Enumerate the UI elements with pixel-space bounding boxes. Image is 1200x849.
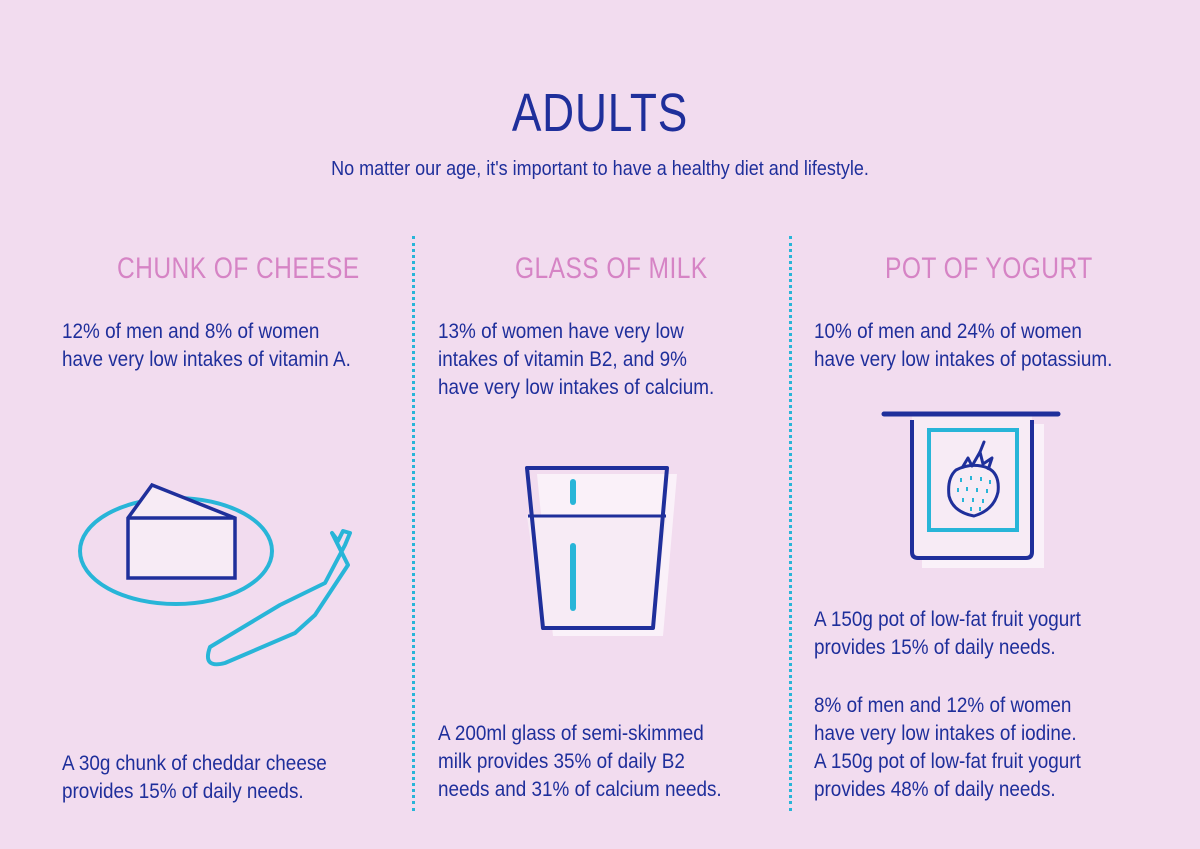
fact-text-milk: 13% of women have very low intakes of vi…	[438, 318, 714, 402]
provides-line: A 150g pot of low-fat fruit yogurt	[814, 608, 1081, 631]
fact-line: intakes of vitamin B2, and 9%	[438, 348, 687, 371]
provides-line: provides 15% of daily needs.	[814, 636, 1056, 659]
milk-glass-icon	[525, 466, 677, 636]
provides-line: milk provides 35% of daily B2	[438, 750, 685, 773]
fact-line: have very low intakes of potassium.	[814, 348, 1113, 371]
fact-text-cheese: 12% of men and 8% of women have very low…	[62, 318, 351, 374]
provides-line: A 200ml glass of semi-skimmed	[438, 722, 704, 745]
extra-line: 8% of men and 12% of women	[814, 694, 1072, 717]
fact-line: have very low intakes of calcium.	[438, 376, 715, 399]
fact-line: 12% of men and 8% of women	[62, 320, 320, 343]
provides-text-milk: A 200ml glass of semi-skimmed milk provi…	[438, 720, 722, 804]
provides-text-cheese: A 30g chunk of cheddar cheese provides 1…	[62, 750, 327, 806]
extra-line: A 150g pot of low-fat fruit yogurt	[814, 750, 1081, 773]
column-title-cheese: CHUNK OF CHEESE	[117, 252, 360, 285]
provides-line: needs and 31% of calcium needs.	[438, 778, 722, 801]
page-title: ADULTS	[511, 83, 689, 143]
extra-line: have very low intakes of iodine.	[814, 722, 1077, 745]
cheese-icon	[78, 482, 352, 667]
fact-text-yogurt: 10% of men and 24% of women have very lo…	[814, 318, 1112, 374]
column-title-yogurt: POT OF YOGURT	[885, 252, 1093, 285]
strawberry-icon	[947, 440, 1000, 518]
column-title-milk: GLASS OF MILK	[515, 252, 708, 285]
extra-text-yogurt: 8% of men and 12% of women have very low…	[814, 692, 1081, 804]
yogurt-pot-icon	[881, 411, 1061, 568]
provides-text-yogurt: A 150g pot of low-fat fruit yogurt provi…	[814, 606, 1081, 662]
fact-line: have very low intakes of vitamin A.	[62, 348, 351, 371]
extra-line: provides 48% of daily needs.	[814, 778, 1056, 801]
column-divider-left	[412, 236, 415, 811]
column-divider-right	[789, 236, 792, 811]
provides-line: provides 15% of daily needs.	[62, 780, 304, 803]
page-subtitle: No matter our age, it's important to hav…	[331, 158, 869, 180]
fact-line: 13% of women have very low	[438, 320, 684, 343]
provides-line: A 30g chunk of cheddar cheese	[62, 752, 327, 775]
fact-line: 10% of men and 24% of women	[814, 320, 1082, 343]
